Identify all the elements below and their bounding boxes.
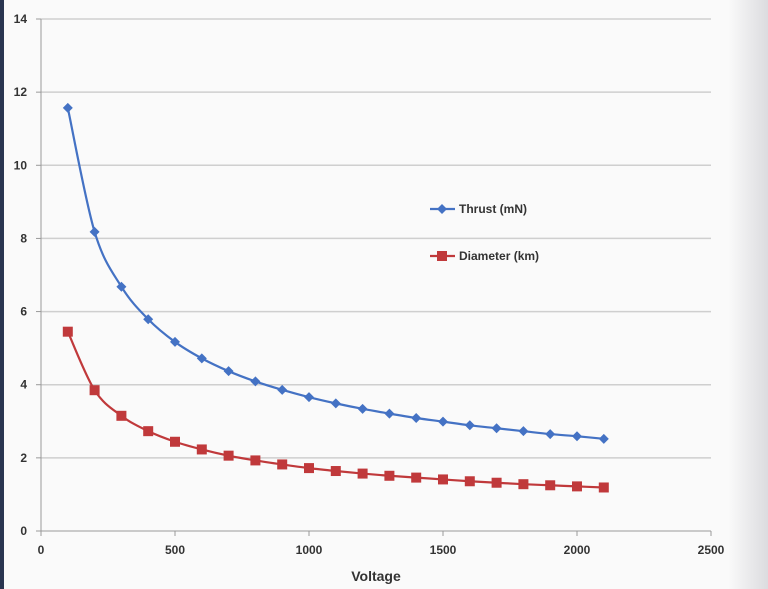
data-point bbox=[223, 366, 234, 377]
series-group bbox=[62, 102, 609, 493]
data-point bbox=[545, 429, 556, 440]
data-point bbox=[598, 482, 609, 493]
data-point bbox=[330, 466, 341, 477]
x-tick-label: 500 bbox=[165, 543, 185, 557]
x-tick-label: 0 bbox=[38, 543, 45, 557]
legend-label: Thrust (mN) bbox=[459, 202, 527, 216]
data-point bbox=[598, 433, 609, 444]
x-axis-label: Voltage bbox=[351, 568, 401, 584]
y-tick-label: 10 bbox=[14, 158, 28, 172]
series-line bbox=[66, 107, 604, 440]
data-point bbox=[357, 403, 368, 414]
data-point bbox=[62, 102, 73, 113]
legend-marker bbox=[437, 204, 447, 214]
gridlines bbox=[41, 18, 711, 459]
data-point bbox=[62, 326, 73, 337]
x-tick-label: 1000 bbox=[296, 543, 323, 557]
data-point bbox=[438, 474, 448, 485]
data-point bbox=[438, 416, 448, 427]
data-point bbox=[411, 472, 422, 483]
x-tick-label: 2000 bbox=[564, 543, 591, 557]
y-tick-label: 8 bbox=[20, 231, 27, 245]
data-point bbox=[277, 459, 288, 470]
data-point bbox=[277, 384, 288, 395]
x-tick-label: 1500 bbox=[430, 543, 457, 557]
window-edge bbox=[0, 0, 4, 589]
series-diameter bbox=[62, 326, 609, 493]
data-point bbox=[143, 314, 154, 325]
data-point bbox=[464, 476, 475, 487]
screen-vignette bbox=[728, 0, 768, 589]
legend: Thrust (mN) Diameter (km) bbox=[430, 202, 539, 263]
data-point bbox=[89, 226, 100, 237]
data-point bbox=[572, 431, 582, 442]
series-line bbox=[66, 331, 604, 489]
legend-marker bbox=[437, 251, 447, 261]
data-point bbox=[545, 480, 556, 491]
data-point bbox=[170, 336, 180, 347]
axes bbox=[36, 18, 712, 536]
legend-label: Diameter (km) bbox=[459, 249, 539, 263]
data-point bbox=[572, 481, 582, 492]
data-point bbox=[357, 468, 368, 479]
data-point bbox=[116, 410, 127, 421]
y-tick-label: 6 bbox=[20, 305, 27, 319]
y-tick-label: 2 bbox=[20, 451, 27, 465]
data-point bbox=[464, 420, 475, 431]
data-point bbox=[223, 450, 234, 461]
data-point bbox=[518, 426, 529, 437]
tick-labels: 0 2 4 6 8 10 12 14 0 500 1000 1500 2000 2500 bbox=[14, 12, 725, 557]
y-tick-label: 0 bbox=[20, 524, 27, 538]
y-tick-label: 4 bbox=[20, 378, 27, 392]
data-point bbox=[411, 412, 422, 423]
data-point bbox=[384, 408, 395, 419]
data-point bbox=[143, 426, 154, 437]
data-point bbox=[491, 423, 502, 434]
data-point bbox=[170, 436, 180, 447]
data-point bbox=[518, 479, 529, 490]
data-point bbox=[491, 477, 502, 488]
data-point bbox=[196, 444, 207, 455]
data-point bbox=[250, 455, 261, 466]
x-tick-label: 2500 bbox=[698, 543, 725, 557]
data-point bbox=[116, 281, 127, 292]
data-point bbox=[196, 353, 207, 364]
data-point bbox=[89, 385, 100, 396]
data-point bbox=[304, 392, 314, 403]
y-tick-label: 14 bbox=[14, 12, 28, 26]
data-point bbox=[304, 463, 314, 474]
data-point bbox=[330, 398, 341, 409]
y-tick-label: 12 bbox=[14, 85, 28, 99]
data-point bbox=[384, 470, 395, 481]
series-thrust bbox=[62, 102, 609, 444]
data-point bbox=[250, 376, 261, 387]
